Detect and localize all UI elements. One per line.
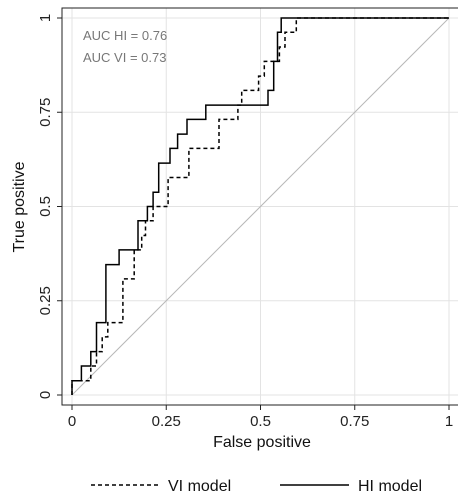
series-layer xyxy=(71,17,450,396)
annotation-auc-vi: AUC VI = 0.73 xyxy=(83,50,166,65)
x-tick-label-4: 1 xyxy=(445,413,453,430)
y-tick-label-1: 0.25 xyxy=(37,286,54,315)
legend-label-hi: HI model xyxy=(358,478,422,495)
y-tick-label-0: 0 xyxy=(37,391,54,399)
y-axis-title: True positive xyxy=(11,161,28,252)
series-line-hi xyxy=(71,17,449,395)
legend-label-vi: VI model xyxy=(168,478,231,495)
series-line-diagonal xyxy=(71,17,450,396)
y-tick-label-4: 1 xyxy=(37,14,54,22)
annotation-auc-hi: AUC HI = 0.76 xyxy=(83,28,167,43)
x-tick-label-2: 0.5 xyxy=(250,413,271,430)
y-tick-label-3: 0.75 xyxy=(37,98,54,127)
x-tick-label-0: 0 xyxy=(68,413,76,430)
x-tick-label-1: 0.25 xyxy=(152,413,181,430)
y-tick-label-2: 0.5 xyxy=(37,196,54,217)
tick-layer: 0 0.25 0.5 0.75 1 0 0.25 0.5 0.75 1 xyxy=(37,14,453,430)
legend: VI model HI model xyxy=(91,478,422,495)
x-axis-title: False positive xyxy=(213,434,311,451)
x-tick-label-3: 0.75 xyxy=(340,413,369,430)
